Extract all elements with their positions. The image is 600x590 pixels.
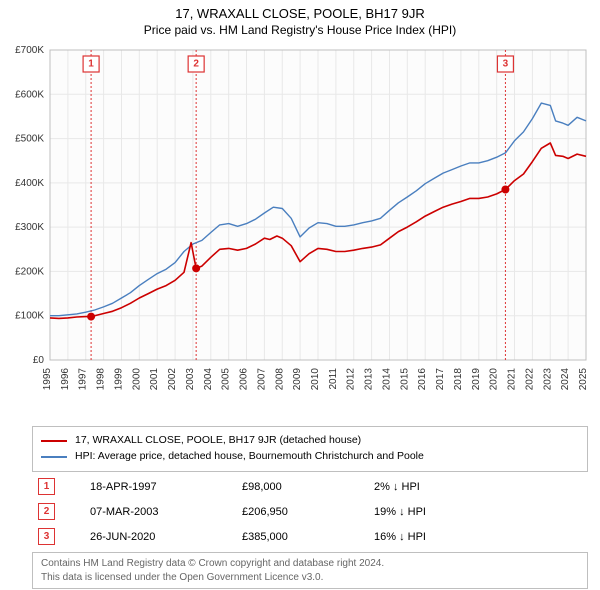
svg-text:2003: 2003 xyxy=(185,368,196,391)
transaction-row: 2 07-MAR-2003£206,95019% ↓ HPI xyxy=(32,499,588,524)
svg-text:2005: 2005 xyxy=(221,368,232,391)
svg-text:2025: 2025 xyxy=(578,368,589,391)
svg-text:3: 3 xyxy=(503,59,509,70)
svg-text:2020: 2020 xyxy=(489,368,500,391)
transaction-price: £385,000 xyxy=(236,524,368,549)
chart-area: £0 £100K £200K £300K £400K £500K £600K £700K 199… xyxy=(8,46,592,416)
svg-text:2022: 2022 xyxy=(524,368,535,391)
svg-text:£600K: £600K xyxy=(15,89,44,100)
svg-text:2009: 2009 xyxy=(292,368,303,391)
transaction-date: 07-MAR-2003 xyxy=(84,499,236,524)
svg-text:2014: 2014 xyxy=(381,368,392,391)
svg-text:£700K: £700K xyxy=(15,46,44,56)
svg-text:£400K: £400K xyxy=(15,178,44,189)
svg-text:2002: 2002 xyxy=(167,368,178,391)
svg-text:2000: 2000 xyxy=(131,368,142,391)
svg-text:2001: 2001 xyxy=(149,368,160,391)
svg-text:1999: 1999 xyxy=(113,368,124,391)
svg-text:2012: 2012 xyxy=(346,368,357,391)
chart-title: 17, WRAXALL CLOSE, POOLE, BH17 9JR xyxy=(0,0,600,21)
transaction-badge: 2 xyxy=(38,503,55,520)
svg-text:1: 1 xyxy=(88,59,94,70)
svg-text:2018: 2018 xyxy=(453,368,464,391)
svg-text:2015: 2015 xyxy=(399,368,410,391)
svg-text:2021: 2021 xyxy=(507,368,518,391)
transaction-date: 18-APR-1997 xyxy=(84,474,236,499)
transaction-row: 3 26-JUN-2020£385,00016% ↓ HPI xyxy=(32,524,588,549)
svg-text:1996: 1996 xyxy=(60,368,71,391)
transaction-badge: 1 xyxy=(38,478,55,495)
svg-text:2004: 2004 xyxy=(203,368,214,391)
transaction-price: £206,950 xyxy=(236,499,368,524)
transactions-table: 1 18-APR-1997£98,0002% ↓ HPI 2 07-MAR-2003£… xyxy=(32,474,588,549)
svg-text:2010: 2010 xyxy=(310,368,321,391)
svg-text:£100K: £100K xyxy=(15,311,44,322)
footer-attribution: Contains HM Land Registry data © Crown c… xyxy=(32,552,588,589)
svg-text:2016: 2016 xyxy=(417,368,428,391)
legend-label: HPI: Average price, detached house, Bour… xyxy=(75,449,424,465)
transaction-row: 1 18-APR-1997£98,0002% ↓ HPI xyxy=(32,474,588,499)
svg-text:1998: 1998 xyxy=(96,368,107,391)
svg-text:2006: 2006 xyxy=(239,368,250,391)
svg-text:1995: 1995 xyxy=(42,368,53,391)
legend-item: 17, WRAXALL CLOSE, POOLE, BH17 9JR (deta… xyxy=(41,433,579,449)
svg-text:1997: 1997 xyxy=(78,368,89,391)
line-chart: £0 £100K £200K £300K £400K £500K £600K £700K 199… xyxy=(8,46,592,416)
legend-swatch xyxy=(41,440,67,442)
footer-line: This data is licensed under the Open Gov… xyxy=(41,571,579,585)
svg-text:2019: 2019 xyxy=(471,368,482,391)
svg-text:2011: 2011 xyxy=(328,368,339,390)
svg-text:2017: 2017 xyxy=(435,368,446,391)
transaction-price: £98,000 xyxy=(236,474,368,499)
transaction-delta: 16% ↓ HPI xyxy=(368,524,588,549)
legend-label: 17, WRAXALL CLOSE, POOLE, BH17 9JR (deta… xyxy=(75,433,361,449)
legend-item: HPI: Average price, detached house, Bour… xyxy=(41,449,579,465)
svg-text:2024: 2024 xyxy=(560,368,571,391)
svg-text:£500K: £500K xyxy=(15,134,44,145)
footer-line: Contains HM Land Registry data © Crown c… xyxy=(41,557,579,571)
svg-text:2013: 2013 xyxy=(364,368,375,391)
transaction-delta: 19% ↓ HPI xyxy=(368,499,588,524)
transaction-date: 26-JUN-2020 xyxy=(84,524,236,549)
svg-text:2023: 2023 xyxy=(542,368,553,391)
arrow-down-icon: ↓ xyxy=(399,506,405,518)
svg-text:£200K: £200K xyxy=(15,266,44,277)
transaction-delta: 2% ↓ HPI xyxy=(368,474,588,499)
transaction-badge: 3 xyxy=(38,528,55,545)
arrow-down-icon: ↓ xyxy=(393,481,399,493)
svg-text:£0: £0 xyxy=(33,355,45,366)
arrow-down-icon: ↓ xyxy=(399,531,405,543)
svg-text:2007: 2007 xyxy=(256,368,267,391)
svg-text:2: 2 xyxy=(193,59,199,70)
legend-swatch xyxy=(41,456,67,458)
svg-text:£300K: £300K xyxy=(15,222,44,233)
svg-text:2008: 2008 xyxy=(274,368,285,391)
legend: 17, WRAXALL CLOSE, POOLE, BH17 9JR (deta… xyxy=(32,426,588,472)
chart-subtitle: Price paid vs. HM Land Registry's House … xyxy=(0,21,600,41)
